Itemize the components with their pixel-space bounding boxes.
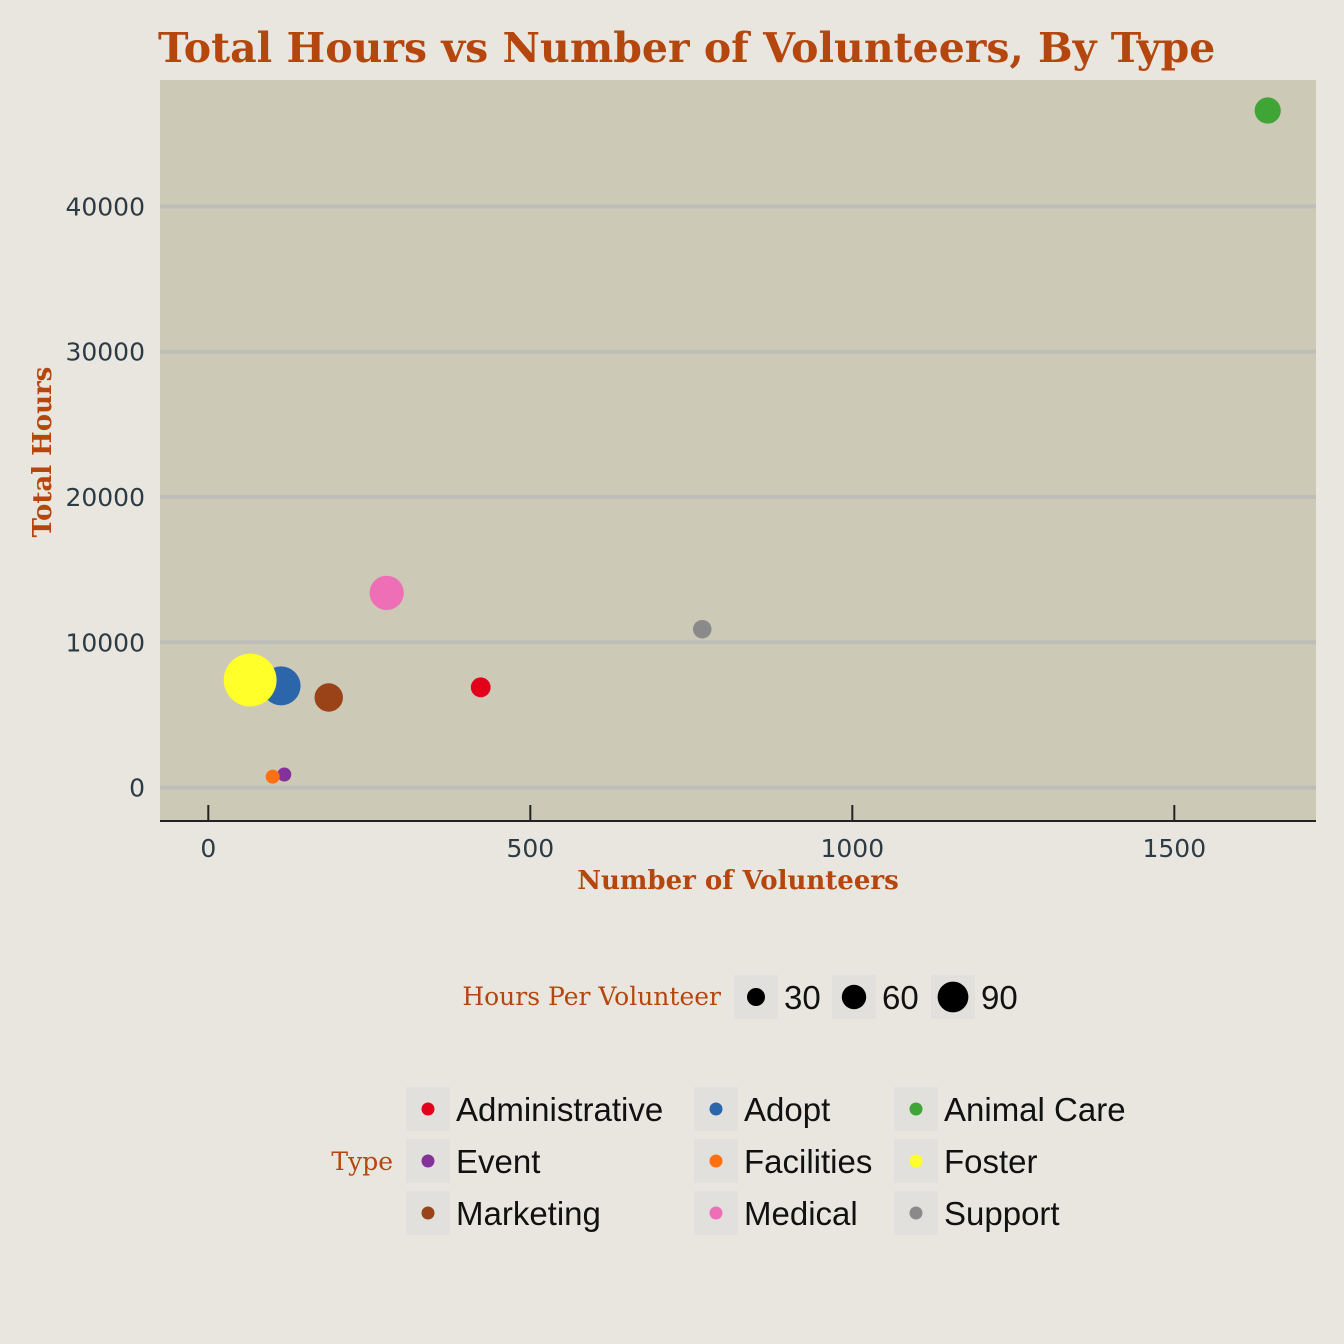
size-legend-dot <box>747 988 765 1006</box>
plot-panel <box>160 80 1316 821</box>
size-legend-label: 30 <box>784 979 821 1016</box>
y-tick-label: 0 <box>129 774 145 803</box>
color-legend-label: Marketing <box>456 1195 601 1232</box>
color-legend-dot <box>709 1154 723 1168</box>
color-legend-dot <box>421 1154 435 1168</box>
color-legend-dot <box>909 1102 923 1116</box>
color-legend-dot <box>709 1102 723 1116</box>
color-legend-label: Administrative <box>456 1091 663 1128</box>
color-legend-dot <box>709 1206 723 1220</box>
x-axis: 0 500 1000 1500 <box>200 805 1206 863</box>
size-legend: Hours Per Volunteer 30 60 90 <box>462 975 1018 1019</box>
color-legend-label: Medical <box>744 1195 858 1232</box>
data-points <box>223 97 1281 784</box>
point-administrative <box>470 677 491 698</box>
color-legend-label: Facilities <box>744 1143 872 1180</box>
chart-title: Total Hours vs Number of Volunteers, By … <box>158 24 1215 72</box>
x-tick-label: 500 <box>506 834 554 863</box>
color-legend-title: Type <box>331 1147 393 1176</box>
point-event <box>277 767 292 782</box>
color-legend-dot <box>909 1154 923 1168</box>
y-axis: 0 10000 20000 30000 40000 <box>65 192 145 802</box>
color-legend-dot <box>421 1206 435 1220</box>
color-legend-label: Foster <box>944 1143 1038 1180</box>
point-marketing <box>314 683 343 712</box>
point-facilities <box>265 769 280 784</box>
color-legend-label: Adopt <box>744 1091 830 1128</box>
size-legend-label: 60 <box>882 979 919 1016</box>
color-legend-dot <box>909 1206 923 1220</box>
y-tick-label: 10000 <box>65 628 145 657</box>
point-foster <box>223 653 277 707</box>
color-legend: Type Administrative Adopt Animal Care Event… <box>331 1087 1126 1235</box>
x-tick-label: 1000 <box>820 834 884 863</box>
point-support <box>692 619 712 639</box>
size-legend-dot <box>841 984 867 1010</box>
point-animal-care <box>1254 97 1281 124</box>
x-axis-title: Number of Volunteers <box>577 866 898 896</box>
y-tick-label: 40000 <box>65 192 145 221</box>
x-tick-label: 0 <box>200 834 216 863</box>
y-tick-label: 20000 <box>65 483 145 512</box>
size-legend-title: Hours Per Volunteer <box>462 982 721 1011</box>
point-medical <box>369 575 404 611</box>
y-axis-title: Total Hours <box>28 367 58 538</box>
size-legend-dot <box>937 981 969 1013</box>
color-legend-label: Support <box>944 1195 1060 1232</box>
y-tick-label: 30000 <box>65 338 145 367</box>
color-legend-dot <box>421 1102 435 1116</box>
size-legend-label: 90 <box>981 979 1018 1016</box>
color-legend-label: Animal Care <box>944 1091 1126 1128</box>
gridlines <box>160 204 1316 790</box>
x-tick-label: 1500 <box>1143 834 1207 863</box>
color-legend-label: Event <box>456 1143 540 1180</box>
